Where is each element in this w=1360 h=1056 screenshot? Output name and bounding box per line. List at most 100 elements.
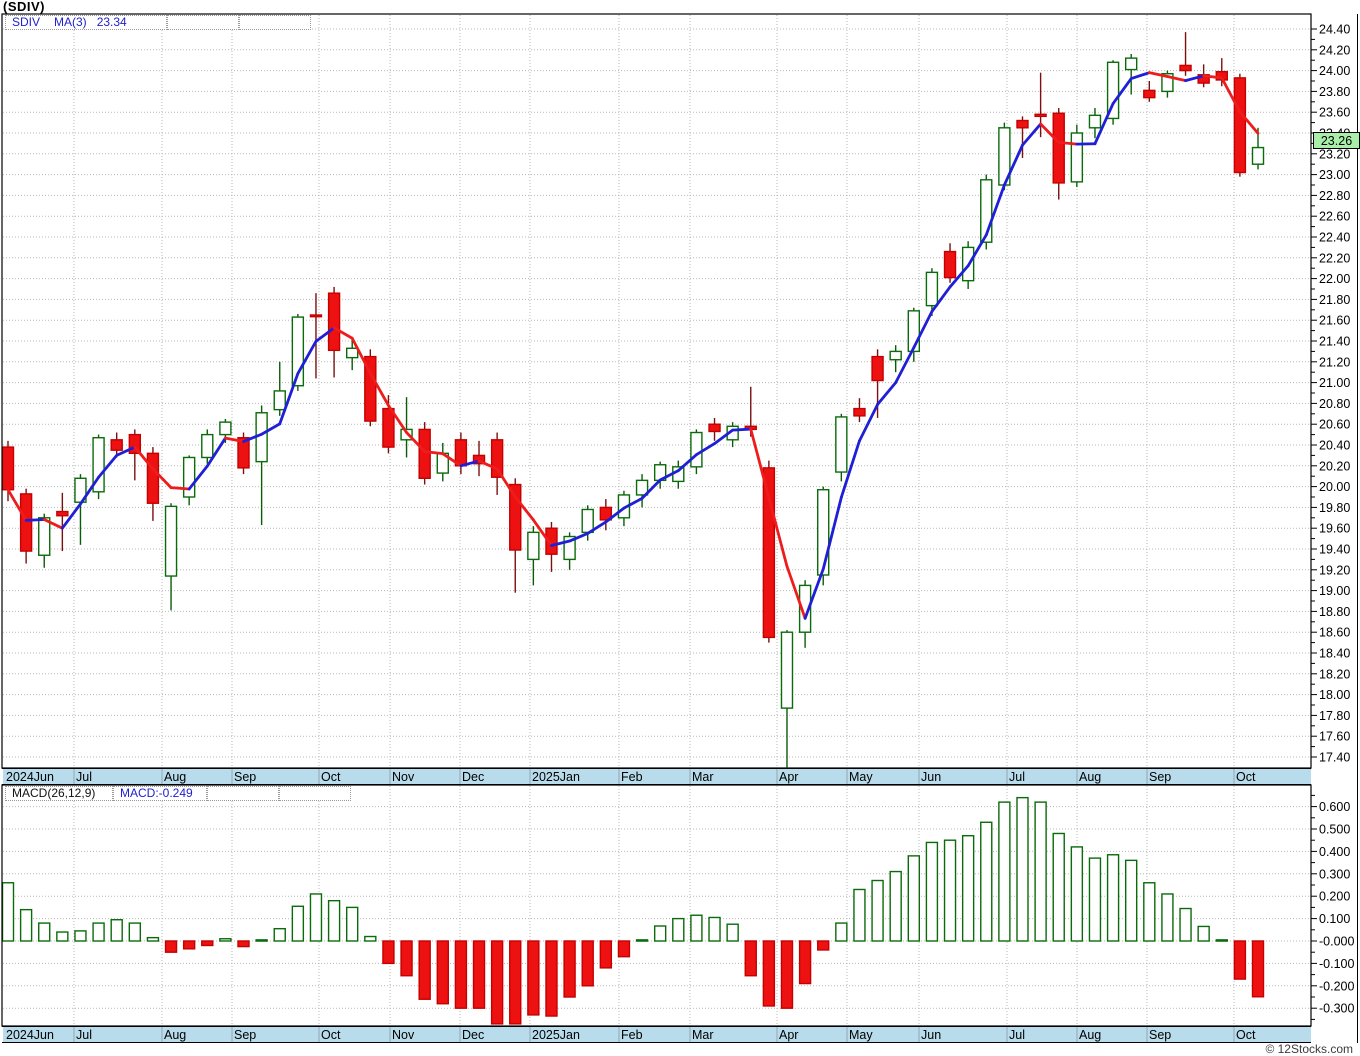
svg-text:Nov: Nov — [392, 1028, 415, 1042]
svg-text:-0.200: -0.200 — [1319, 979, 1354, 993]
svg-text:20.40: 20.40 — [1319, 439, 1350, 453]
ma3-line — [6, 71, 1260, 620]
legend-symbol: SDIV — [12, 15, 41, 29]
svg-text:2025Jan: 2025Jan — [532, 1028, 580, 1042]
macd-legend-value-cell: MACD:-0.249 — [113, 786, 207, 801]
svg-text:Sep: Sep — [234, 1028, 256, 1042]
svg-text:22.20: 22.20 — [1319, 251, 1350, 265]
svg-text:Dec: Dec — [462, 1028, 484, 1042]
svg-text:19.80: 19.80 — [1319, 501, 1350, 515]
svg-text:17.40: 17.40 — [1319, 751, 1350, 765]
svg-text:24.00: 24.00 — [1319, 64, 1350, 78]
svg-text:Oct: Oct — [321, 770, 341, 784]
svg-text:24.40: 24.40 — [1319, 23, 1350, 37]
macd-legend-label: MACD(26,12,9) — [12, 786, 96, 800]
svg-text:Aug: Aug — [164, 770, 186, 784]
legend-empty-cell — [239, 15, 311, 30]
svg-text:0.400: 0.400 — [1319, 845, 1350, 859]
svg-text:0.200: 0.200 — [1319, 890, 1350, 904]
legend-empty-cell — [207, 786, 279, 801]
svg-text:17.80: 17.80 — [1319, 709, 1350, 723]
svg-text:Dec: Dec — [462, 770, 484, 784]
svg-text:May: May — [849, 770, 873, 784]
svg-text:Aug: Aug — [1079, 770, 1101, 784]
svg-text:2024Jun: 2024Jun — [6, 1028, 54, 1042]
svg-text:Mar: Mar — [692, 1028, 714, 1042]
svg-text:Jul: Jul — [1009, 770, 1025, 784]
svg-text:18.00: 18.00 — [1319, 688, 1350, 702]
svg-text:23.00: 23.00 — [1319, 168, 1350, 182]
svg-text:19.00: 19.00 — [1319, 584, 1350, 598]
svg-text:-0.300: -0.300 — [1319, 1002, 1354, 1016]
svg-text:-0.100: -0.100 — [1319, 957, 1354, 971]
copyright-text: © 12Stocks.com — [1265, 1042, 1353, 1056]
svg-text:Mar: Mar — [692, 770, 714, 784]
svg-text:19.40: 19.40 — [1319, 543, 1350, 557]
svg-text:24.20: 24.20 — [1319, 43, 1350, 57]
macd-legend-params-cell: MACD(26,12,9) — [5, 786, 113, 801]
svg-text:Feb: Feb — [621, 770, 643, 784]
svg-text:21.60: 21.60 — [1319, 314, 1350, 328]
svg-text:22.80: 22.80 — [1319, 189, 1350, 203]
svg-text:Oct: Oct — [1236, 1028, 1256, 1042]
legend-ma-value: 23.34 — [96, 15, 127, 29]
svg-text:0.600: 0.600 — [1319, 800, 1350, 814]
svg-text:0.300: 0.300 — [1319, 867, 1350, 881]
svg-text:2024Jun: 2024Jun — [6, 770, 54, 784]
svg-text:Oct: Oct — [321, 1028, 341, 1042]
last-price-badge: 23.26 — [1313, 132, 1360, 149]
svg-text:17.60: 17.60 — [1319, 730, 1350, 744]
legend-empty-cell — [167, 15, 239, 30]
svg-text:Jun: Jun — [921, 770, 941, 784]
legend-ma-label: MA(3) — [54, 15, 87, 29]
svg-text:21.40: 21.40 — [1319, 335, 1350, 349]
svg-text:19.20: 19.20 — [1319, 563, 1350, 577]
svg-text:18.20: 18.20 — [1319, 667, 1350, 681]
svg-text:19.60: 19.60 — [1319, 522, 1350, 536]
macd-histogram — [1, 796, 1265, 1025]
macd-legend-value: MACD:-0.249 — [120, 786, 193, 800]
price-legend-cell: SDIV MA(3) 23.34 — [5, 15, 167, 30]
svg-text:2025Jan: 2025Jan — [532, 770, 580, 784]
svg-text:21.00: 21.00 — [1319, 376, 1350, 390]
price-chart-legend: SDIV MA(3) 23.34 — [5, 15, 311, 30]
svg-text:20.60: 20.60 — [1319, 418, 1350, 432]
svg-text:23.80: 23.80 — [1319, 85, 1350, 99]
svg-text:21.20: 21.20 — [1319, 355, 1350, 369]
svg-text:Sep: Sep — [1149, 770, 1171, 784]
svg-text:18.60: 18.60 — [1319, 626, 1350, 640]
svg-text:Aug: Aug — [1079, 1028, 1101, 1042]
page-title: (SDIV) — [3, 0, 45, 14]
svg-text:-0.000: -0.000 — [1319, 935, 1354, 949]
svg-text:22.00: 22.00 — [1319, 272, 1350, 286]
svg-text:18.80: 18.80 — [1319, 605, 1350, 619]
svg-text:Jul: Jul — [76, 770, 92, 784]
svg-text:Oct: Oct — [1236, 770, 1256, 784]
svg-text:Jul: Jul — [76, 1028, 92, 1042]
svg-text:Apr: Apr — [779, 1028, 798, 1042]
y-axis-labels: 17.40 17.60 17.80 18.00 18.20 18.40 18.60 18.80… — [1311, 23, 1354, 1020]
svg-text:23.20: 23.20 — [1319, 147, 1350, 161]
svg-text:18.40: 18.40 — [1319, 647, 1350, 661]
svg-text:Jul: Jul — [1009, 1028, 1025, 1042]
svg-text:Feb: Feb — [621, 1028, 643, 1042]
svg-text:Sep: Sep — [1149, 1028, 1171, 1042]
svg-text:Aug: Aug — [164, 1028, 186, 1042]
candlestick-series — [1, 32, 1265, 768]
svg-text:Apr: Apr — [779, 770, 798, 784]
svg-text:0.500: 0.500 — [1319, 823, 1350, 837]
svg-text:20.00: 20.00 — [1319, 480, 1350, 494]
svg-text:20.80: 20.80 — [1319, 397, 1350, 411]
panel-borders — [1, 13, 1358, 1043]
svg-text:Nov: Nov — [392, 770, 415, 784]
svg-text:May: May — [849, 1028, 873, 1042]
x-axis-bands: 2024Jun Jul Aug Sep Oct Nov Dec 2025Jan Feb Mar Ap… — [2, 768, 1311, 1043]
svg-text:20.20: 20.20 — [1319, 459, 1350, 473]
svg-text:22.40: 22.40 — [1319, 231, 1350, 245]
svg-text:Sep: Sep — [234, 770, 256, 784]
svg-text:Jun: Jun — [921, 1028, 941, 1042]
macd-legend: MACD(26,12,9) MACD:-0.249 — [5, 786, 351, 801]
svg-text:22.60: 22.60 — [1319, 210, 1350, 224]
svg-text:21.80: 21.80 — [1319, 293, 1350, 307]
